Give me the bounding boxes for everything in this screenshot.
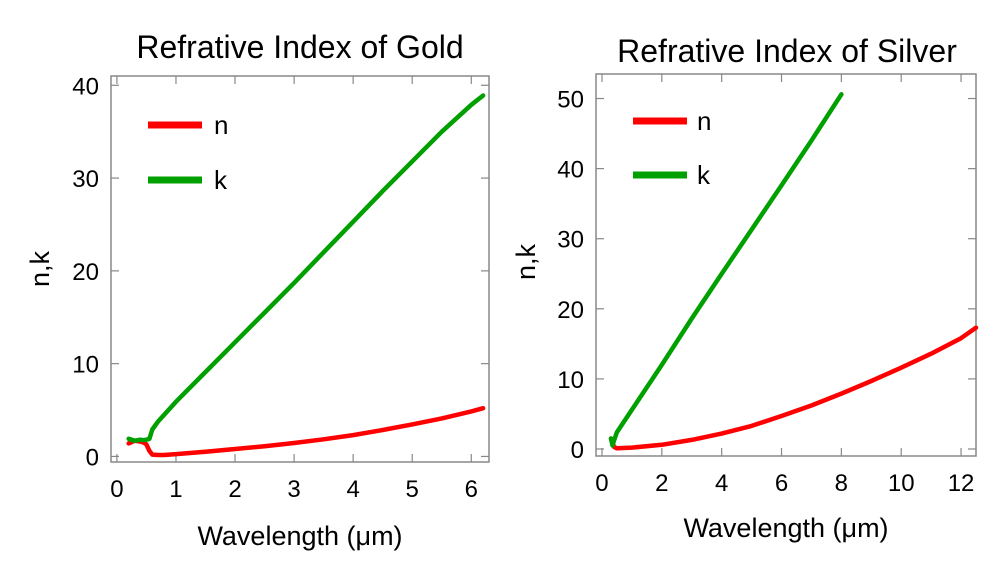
y-tick-label: 0 — [571, 437, 584, 464]
chart-title: Refrative Index of Gold — [136, 29, 463, 65]
x-tick-label: 4 — [346, 476, 359, 503]
x-tick-label: 6 — [465, 476, 478, 503]
x-tick-label: 12 — [948, 470, 975, 497]
y-tick-label: 0 — [86, 444, 99, 471]
y-tick-label: 30 — [557, 227, 584, 254]
x-tick-label: 3 — [287, 476, 300, 503]
legend: n k — [148, 110, 228, 195]
x-tick-label: 5 — [406, 476, 419, 503]
x-tick-label: 0 — [110, 476, 123, 503]
y-tick-label: 10 — [557, 367, 584, 394]
silver-chart-panel: Refrative Index of Silver 0 2 4 6 8 10 12 0 10 20… — [511, 33, 979, 543]
legend-label-n: n — [697, 106, 711, 136]
chart-title: Refrative Index of Silver — [617, 33, 957, 69]
y-tick-label: 30 — [72, 166, 99, 193]
y-tick-label: 10 — [72, 352, 99, 379]
y-tick-label: 50 — [557, 87, 584, 114]
y-axis-label: n,k — [511, 243, 541, 280]
legend-label-k: k — [214, 165, 228, 195]
legend-label-k: k — [697, 160, 711, 190]
gold-chart-panel: Refrative Index of Gold 0 1 2 3 4 5 6 0 10 20 30 40… — [25, 29, 490, 551]
plot-frame — [110, 75, 490, 463]
series-line-n — [608, 325, 979, 451]
series-line-k — [126, 93, 486, 443]
y-tick-label: 20 — [72, 259, 99, 286]
tick-labels: 0 2 4 6 8 10 12 0 10 20 30 40 50 — [557, 87, 974, 497]
series-line-n — [126, 405, 486, 458]
x-tick-label: 2 — [655, 470, 668, 497]
tick-marks — [596, 74, 976, 456]
series-lines — [608, 92, 979, 451]
y-tick-label: 20 — [557, 297, 584, 324]
y-tick-label: 40 — [557, 157, 584, 184]
y-axis-label: n,k — [25, 250, 55, 287]
series-line-k — [608, 92, 844, 448]
x-tick-label: 6 — [775, 470, 788, 497]
tick-marks — [111, 76, 489, 462]
x-tick-label: 1 — [169, 476, 182, 503]
x-axis-label: Wavelength (μm) — [683, 513, 888, 543]
x-axis-label: Wavelength (μm) — [197, 521, 402, 551]
x-tick-label: 2 — [228, 476, 241, 503]
x-tick-label: 10 — [888, 470, 915, 497]
legend-label-n: n — [214, 110, 228, 140]
series-lines — [126, 93, 486, 458]
plot-frame — [595, 73, 977, 457]
tick-labels: 0 1 2 3 4 5 6 0 10 20 30 40 — [72, 73, 478, 503]
y-tick-label: 40 — [72, 73, 99, 100]
x-tick-label: 8 — [835, 470, 848, 497]
x-tick-label: 4 — [715, 470, 728, 497]
legend: n k — [633, 106, 711, 190]
x-tick-label: 0 — [595, 470, 608, 497]
